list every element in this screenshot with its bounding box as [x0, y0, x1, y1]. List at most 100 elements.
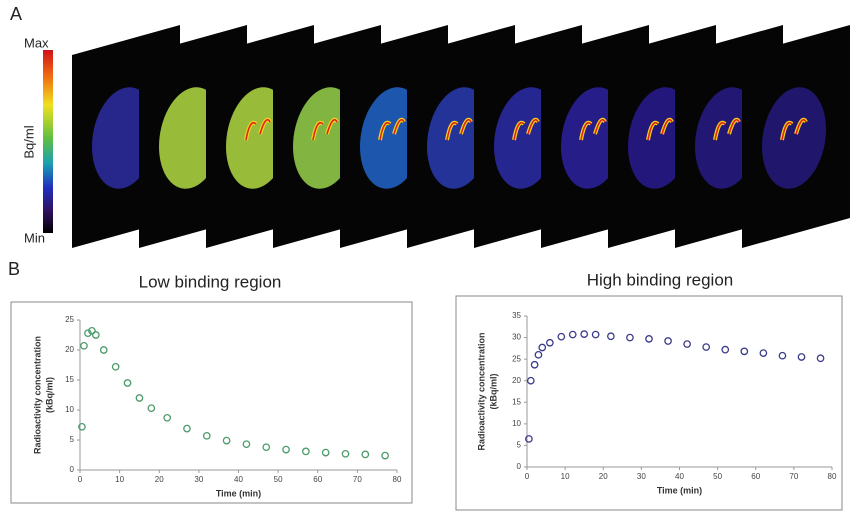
y-tick-label: 15 — [512, 397, 521, 406]
point — [683, 340, 691, 348]
hotspot — [580, 119, 606, 141]
x-axis-label: Time (min) — [216, 488, 261, 498]
x-tick-label: 20 — [155, 475, 164, 484]
point — [111, 362, 120, 371]
x-tick-label: 20 — [599, 472, 608, 481]
point — [222, 436, 231, 445]
point — [78, 422, 86, 431]
y-tick-label: 20 — [512, 376, 521, 385]
y-tick-label: 5 — [70, 435, 75, 444]
chart-frame — [455, 295, 843, 511]
x-tick-label: 0 — [78, 475, 83, 484]
point — [183, 424, 191, 433]
point — [626, 333, 634, 342]
point — [381, 451, 389, 460]
hotspot — [312, 119, 338, 141]
point — [123, 379, 132, 387]
point — [607, 332, 615, 341]
y-tick-label: 20 — [65, 345, 74, 354]
point — [530, 360, 539, 369]
panel-label: A — [10, 4, 22, 24]
point — [88, 326, 96, 335]
point — [645, 335, 653, 343]
chart-title: Low binding region — [139, 272, 282, 291]
x-tick-label: 80 — [393, 475, 402, 484]
colorbar — [43, 50, 53, 233]
y-axis-label: Radioactivity concentration — [476, 332, 486, 450]
point — [721, 345, 730, 354]
x-tick-label: 40 — [234, 475, 243, 484]
point — [147, 404, 156, 413]
y-tick-label: 10 — [512, 419, 521, 428]
y-axis-label: (kBq/ml) — [488, 373, 498, 409]
point — [702, 343, 711, 351]
brain — [762, 87, 826, 189]
y-tick-label: 35 — [512, 311, 521, 320]
x-tick-label: 70 — [353, 475, 362, 484]
colorbar-max: Max — [24, 35, 49, 50]
point — [341, 449, 350, 458]
point — [664, 337, 672, 345]
point — [526, 376, 535, 385]
x-tick-label: 10 — [115, 475, 124, 484]
point — [534, 350, 543, 359]
y-axis-label: Radioactivity concentration — [32, 336, 42, 454]
point — [580, 330, 589, 338]
pet-slices — [72, 25, 850, 248]
point — [80, 341, 88, 350]
point — [242, 440, 251, 449]
hotspot — [781, 119, 807, 141]
x-tick-label: 30 — [194, 475, 203, 484]
x-tick-label: 80 — [828, 472, 837, 481]
y-tick-label: 25 — [65, 315, 74, 324]
colorbar-unit: Bq/ml — [21, 125, 36, 158]
x-tick-label: 30 — [637, 472, 646, 481]
y-axis-label: (kBq/ml) — [44, 377, 54, 413]
hotspot — [446, 119, 472, 141]
hotspot — [647, 119, 673, 141]
point — [759, 349, 768, 357]
point — [282, 445, 290, 454]
y-tick-label: 25 — [512, 354, 521, 363]
point — [591, 330, 600, 339]
point — [740, 347, 749, 356]
point — [568, 330, 577, 339]
y-tick-label: 10 — [65, 405, 74, 414]
x-tick-label: 60 — [313, 475, 322, 484]
y-tick-label: 0 — [517, 462, 522, 471]
colorbar-min: Min — [24, 230, 45, 245]
point — [546, 338, 554, 347]
hotspot — [245, 119, 271, 141]
hotspot — [714, 119, 740, 141]
point — [163, 413, 172, 422]
point — [302, 447, 310, 456]
point — [262, 443, 271, 452]
x-tick-label: 50 — [713, 472, 722, 481]
point — [92, 331, 100, 339]
point — [525, 435, 533, 443]
chart-title: High binding region — [587, 270, 734, 289]
y-tick-label: 30 — [512, 333, 521, 342]
y-tick-label: 5 — [517, 441, 522, 450]
point — [321, 448, 330, 457]
hotspot — [513, 119, 539, 141]
point — [99, 346, 108, 354]
point — [135, 394, 144, 402]
x-tick-label: 70 — [789, 472, 798, 481]
x-tick-label: 0 — [525, 472, 530, 481]
x-tick-label: 60 — [751, 472, 760, 481]
point — [538, 343, 547, 352]
point — [84, 329, 92, 338]
point — [557, 332, 566, 341]
point — [778, 351, 787, 360]
point — [202, 431, 211, 440]
hotspot — [379, 119, 405, 141]
x-tick-label: 50 — [274, 475, 283, 484]
x-tick-label: 10 — [561, 472, 570, 481]
x-axis-label: Time (min) — [657, 485, 702, 495]
point — [816, 354, 825, 363]
x-tick-label: 40 — [675, 472, 684, 481]
y-tick-label: 15 — [65, 375, 74, 384]
y-tick-label: 0 — [70, 465, 75, 474]
